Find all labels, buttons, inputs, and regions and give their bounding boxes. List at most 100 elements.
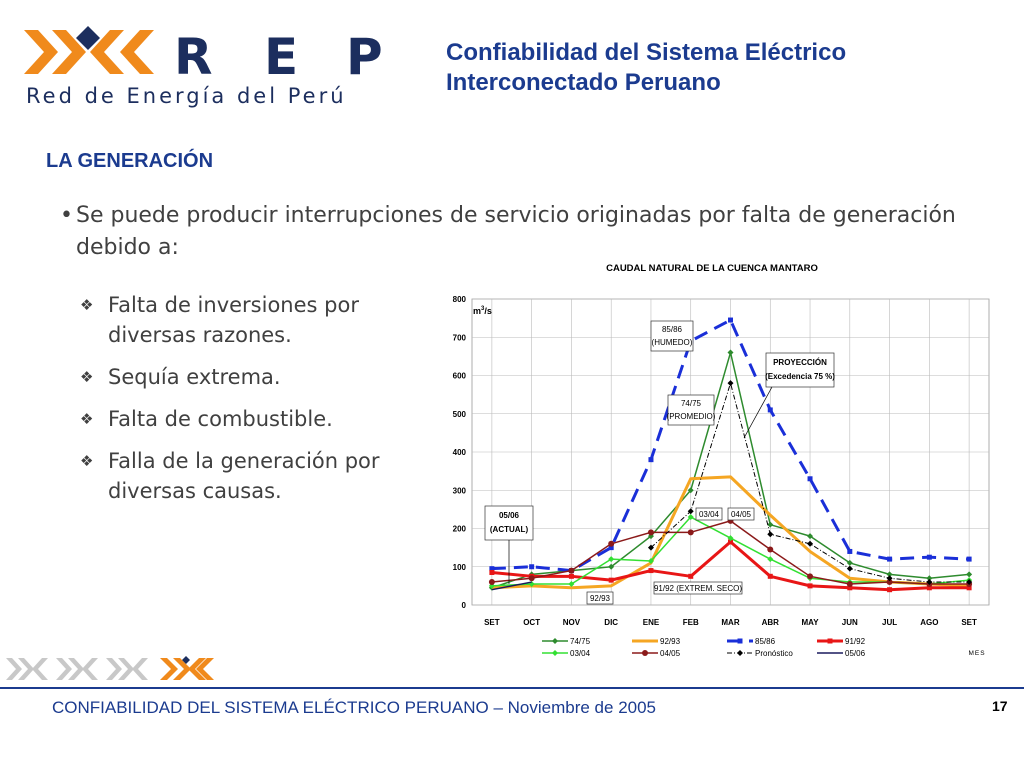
x-tick-label: MAR xyxy=(721,618,739,627)
series-Pronóstico xyxy=(647,380,973,586)
data-point xyxy=(728,539,733,545)
data-point xyxy=(647,558,654,565)
sub-bullet-text: Falla de la generación por diversas caus… xyxy=(108,449,380,503)
data-point xyxy=(807,583,813,589)
data-point xyxy=(608,540,615,547)
legend-label: Pronóstico xyxy=(755,649,793,658)
data-point xyxy=(887,587,893,593)
sub-bullet-item: ❖ Sequía extrema. xyxy=(80,362,420,392)
legend-label: 85/86 xyxy=(755,637,776,646)
data-point xyxy=(926,585,932,591)
data-point xyxy=(737,638,743,644)
data-point xyxy=(887,556,893,562)
sub-bullet-item: ❖ Falta de combustible. xyxy=(80,404,420,434)
data-point xyxy=(648,457,654,463)
footer-text: CONFIABILIDAD DEL SISTEMA ELÉCTRICO PERU… xyxy=(52,698,657,717)
data-point xyxy=(807,476,813,482)
data-point xyxy=(687,529,694,536)
data-point xyxy=(807,540,814,547)
y-tick-label: 800 xyxy=(453,295,467,304)
data-point xyxy=(648,568,654,574)
diamond-bullet-icon: ❖ xyxy=(80,410,94,428)
logo-letter-p: P xyxy=(346,28,383,84)
data-point xyxy=(966,585,972,591)
y-tick-label: 400 xyxy=(453,448,467,457)
y-axis: 0 100 200 300 400 500 600 700 800 xyxy=(453,295,467,610)
data-point xyxy=(687,508,694,515)
logo-graphic: R E P xyxy=(24,26,383,86)
y-tick-label: 200 xyxy=(453,525,467,534)
series-04/05 xyxy=(488,517,973,587)
data-point xyxy=(688,573,694,579)
annotation-91-92: 91/92 (EXTREM. SECO) xyxy=(653,581,743,595)
x-tick-label: DIC xyxy=(604,618,618,627)
x-tick-label: SET xyxy=(961,618,977,627)
x-tick-label: MAY xyxy=(802,618,820,627)
page-number: 17 xyxy=(992,698,1008,714)
data-point xyxy=(767,521,774,528)
annotation-04-05: 04/05 xyxy=(727,507,755,521)
data-point xyxy=(687,514,694,521)
diamond-bullet-icon: ❖ xyxy=(80,368,94,386)
annotation-text: PROYECCIÓN xyxy=(773,358,827,367)
data-point xyxy=(966,579,973,586)
data-point xyxy=(728,317,733,323)
legend-item: 85/86 xyxy=(727,637,776,646)
data-point xyxy=(807,573,814,580)
data-point xyxy=(568,567,575,574)
data-point xyxy=(727,349,734,356)
logo-letter-e: E xyxy=(264,28,298,84)
x-tick-label: SET xyxy=(484,618,500,627)
data-point xyxy=(846,580,853,587)
x-tick-label: JUL xyxy=(882,618,897,627)
data-point xyxy=(528,575,535,582)
annotation-85-86: 85/86 (HUMEDO) xyxy=(650,320,694,352)
footer-divider xyxy=(0,687,1024,689)
bullet-text: Se puede producir interrupciones de serv… xyxy=(76,203,956,260)
annotation-text: 91/92 (EXTREM. SECO) xyxy=(654,584,742,593)
data-point xyxy=(608,563,615,570)
data-point xyxy=(886,571,893,578)
chart-title: CAUDAL NATURAL DE LA CUENCA MANTARO xyxy=(606,263,818,274)
slide-title: Confiabilidad del Sistema Eléctrico Inte… xyxy=(446,38,1006,98)
legend-item: 03/04 xyxy=(542,649,591,658)
annotation-text: 85/86 xyxy=(662,325,683,334)
sub-bullet-text: Falta de combustible. xyxy=(108,407,333,431)
data-point xyxy=(926,554,932,560)
y-tick-label: 0 xyxy=(462,601,467,610)
y-tick-label: 600 xyxy=(453,372,467,381)
sub-bullet-item: ❖ Falta de inversiones por diversas razo… xyxy=(80,290,420,350)
diamond-bullet-icon: ❖ xyxy=(80,452,94,470)
data-point xyxy=(568,580,575,587)
main-bullet: • Se puede producir interrupciones de se… xyxy=(60,200,960,264)
legend-label: 92/93 xyxy=(660,637,681,646)
data-point xyxy=(767,531,774,538)
data-point xyxy=(489,566,495,572)
annotation-text: 04/05 xyxy=(731,510,752,519)
diamond-bullet-icon: ❖ xyxy=(80,296,94,314)
data-point xyxy=(737,650,743,656)
data-point xyxy=(926,579,933,586)
annotation-text: (PROMEDIO) xyxy=(667,412,716,421)
legend-label: 74/75 xyxy=(570,637,591,646)
data-point xyxy=(767,556,774,563)
data-point xyxy=(568,573,574,579)
chart-grid xyxy=(472,298,989,606)
x-tick-label: OCT xyxy=(523,618,540,627)
data-point xyxy=(926,575,933,582)
data-point xyxy=(847,548,853,554)
data-point xyxy=(608,556,615,563)
logo-letter-r: R xyxy=(174,28,213,84)
slide-title-line-1: Confiabilidad del Sistema Eléctrico xyxy=(446,39,847,66)
data-point xyxy=(529,564,535,570)
data-point xyxy=(846,559,853,566)
rep-logo: R E P xyxy=(24,22,404,112)
x-tick-label: NOV xyxy=(563,618,581,627)
data-point xyxy=(552,638,558,644)
annotation-text: 92/93 xyxy=(590,594,611,603)
legend-item: 91/92 xyxy=(817,637,866,646)
x-tick-label: AGO xyxy=(920,618,938,627)
logo-chevrons-icon xyxy=(24,26,154,74)
data-point xyxy=(767,407,773,413)
x-tick-label: ENE xyxy=(643,618,660,627)
